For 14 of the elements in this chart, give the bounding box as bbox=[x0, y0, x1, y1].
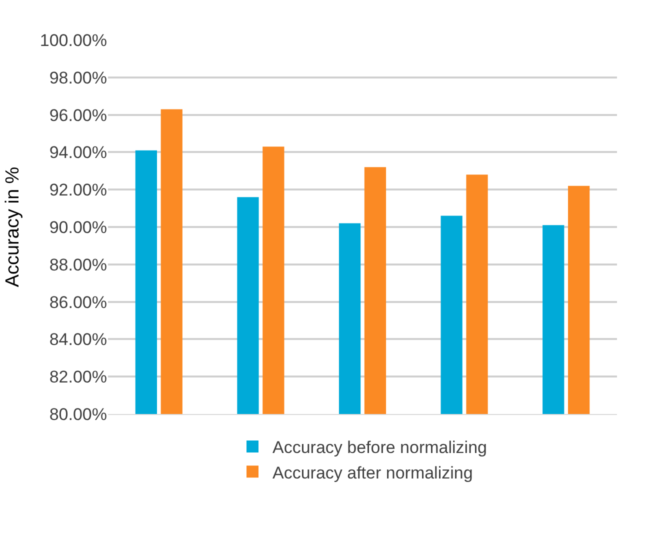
y-tick-label: 86.00% bbox=[49, 292, 107, 312]
legend-label: Accuracy before normalizing bbox=[272, 438, 487, 458]
y-tick-label: 82.00% bbox=[49, 368, 107, 387]
y-tick-label: 88.00% bbox=[49, 255, 107, 274]
y-tick-label: 80.00% bbox=[49, 404, 107, 424]
y-tick-label: 96.00% bbox=[49, 106, 107, 125]
y-tick-label: 100.00% bbox=[40, 30, 107, 50]
y-tick-label: 84.00% bbox=[49, 330, 107, 350]
y-tick-label: 90.00% bbox=[49, 218, 107, 237]
y-tick-label: 94.00% bbox=[49, 143, 107, 162]
legend-label: Accuracy after normalizing bbox=[272, 463, 473, 482]
y-tick-label: 92.00% bbox=[49, 180, 107, 200]
y-axis-title: Accuracy in % bbox=[2, 166, 24, 288]
y-tick-label: 98.00% bbox=[49, 68, 107, 88]
